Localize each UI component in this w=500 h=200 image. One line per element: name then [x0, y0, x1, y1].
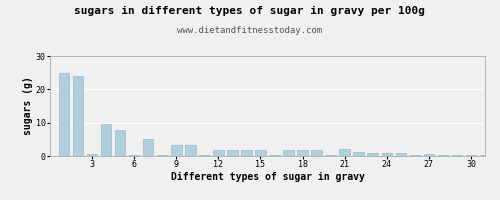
Bar — [185, 145, 196, 156]
Bar — [438, 155, 448, 156]
Bar — [199, 155, 209, 156]
Bar — [255, 150, 266, 156]
Bar — [466, 155, 476, 156]
Bar — [213, 150, 224, 156]
Bar — [312, 150, 322, 156]
Bar — [227, 150, 237, 156]
Bar — [59, 73, 70, 156]
Bar — [396, 153, 406, 156]
Bar — [480, 155, 490, 156]
Bar — [424, 154, 434, 156]
Bar — [326, 155, 336, 156]
Bar — [270, 155, 280, 156]
Bar — [171, 145, 181, 156]
Bar — [87, 154, 98, 156]
Bar — [241, 150, 252, 156]
X-axis label: Different types of sugar in gravy: Different types of sugar in gravy — [170, 172, 364, 182]
Bar — [284, 150, 294, 156]
Text: sugars in different types of sugar in gravy per 100g: sugars in different types of sugar in gr… — [74, 6, 426, 16]
Bar — [115, 130, 126, 156]
Bar — [157, 155, 168, 156]
Bar — [129, 155, 140, 156]
Bar — [382, 153, 392, 156]
Bar — [101, 124, 112, 156]
Bar — [368, 153, 378, 156]
Bar — [340, 149, 350, 156]
Bar — [298, 150, 308, 156]
Bar — [452, 155, 462, 156]
Y-axis label: sugars (g): sugars (g) — [23, 77, 33, 135]
Bar — [354, 152, 364, 156]
Bar — [73, 76, 84, 156]
Text: www.dietandfitnesstoday.com: www.dietandfitnesstoday.com — [178, 26, 322, 35]
Bar — [410, 155, 420, 156]
Bar — [143, 139, 154, 156]
